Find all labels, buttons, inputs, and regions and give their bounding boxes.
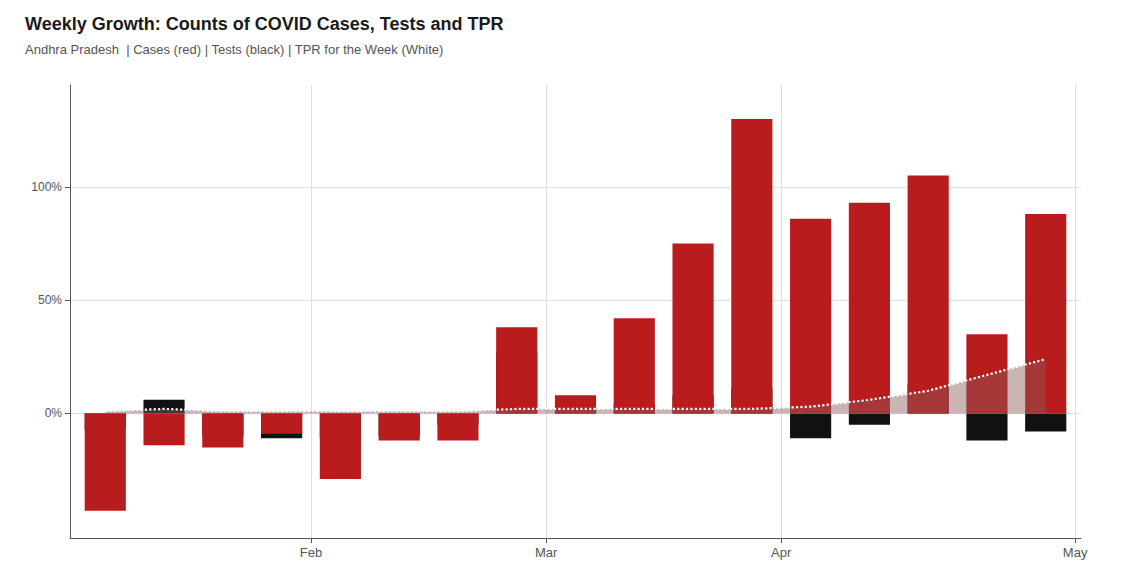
svg-text:100%: 100% — [31, 180, 62, 194]
svg-text:Weekly Growth: Counts of COVID: Weekly Growth: Counts of COVID Cases, Te… — [25, 14, 503, 34]
svg-text:May: May — [1063, 545, 1088, 560]
svg-text:Andhra Pradesh | Cases (red): Andhra Pradesh | Cases (red) | Tests (bl… — [25, 42, 443, 57]
svg-text:Apr: Apr — [771, 545, 792, 560]
svg-text:Feb: Feb — [300, 545, 322, 560]
svg-text:Mar: Mar — [535, 545, 558, 560]
svg-text:50%: 50% — [38, 293, 62, 307]
svg-text:0%: 0% — [45, 406, 63, 420]
